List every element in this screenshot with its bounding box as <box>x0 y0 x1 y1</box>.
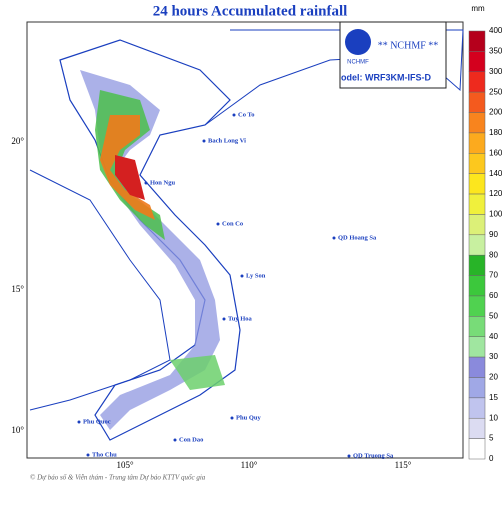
place-dot <box>222 317 226 321</box>
colorbar-label: 80 <box>489 250 498 259</box>
colorbar-swatch <box>468 112 486 134</box>
colorbar-label: 90 <box>489 230 498 239</box>
colorbar-swatch <box>468 336 486 358</box>
colorbar-label: 70 <box>489 271 498 280</box>
colorbar-unit: mm <box>471 4 485 13</box>
colorbar-label: 60 <box>489 291 498 300</box>
place-label: Con Dao <box>179 436 203 443</box>
colorbar-label: 30 <box>489 352 498 361</box>
colorbar-swatch <box>468 71 486 93</box>
colorbar-swatch <box>468 275 486 297</box>
colorbar-label: 250 <box>489 87 503 96</box>
y-tick-label: 15° <box>11 284 24 294</box>
place-label: Phu Quoc <box>83 418 111 425</box>
colorbar-swatch <box>468 234 486 256</box>
place-dot <box>144 181 148 185</box>
logo-badge: NCHMF <box>347 60 369 66</box>
logo-name: ** NCHMF ** <box>378 40 439 51</box>
colorbar-swatch <box>468 30 486 52</box>
place-dot <box>77 420 81 424</box>
x-tick-label: 110° <box>241 460 258 470</box>
place-dot <box>216 222 220 226</box>
colorbar-swatch <box>468 316 486 337</box>
place-dot <box>332 236 336 240</box>
rain-heavy <box>100 115 155 220</box>
colorbar-swatch <box>468 438 486 460</box>
place-dot <box>173 438 177 442</box>
colorbar-swatch <box>468 91 486 113</box>
place-label: Co To <box>238 111 254 118</box>
place-label: Tho Chu <box>92 451 117 458</box>
colorbar-swatch <box>468 193 486 215</box>
place-label: Bach Long Vi <box>208 137 246 144</box>
colorbar-label: 0 <box>489 454 494 463</box>
place-label: Ly Son <box>246 272 266 279</box>
border-lines <box>29 169 171 411</box>
colorbar-label: 140 <box>489 169 503 178</box>
colorbar-swatch <box>468 417 486 439</box>
colorbar-label: 180 <box>489 128 503 137</box>
place-dot <box>240 274 244 278</box>
colorbar-label: 400 <box>489 26 503 35</box>
logo-emblem <box>345 29 371 55</box>
place-dot <box>347 454 351 458</box>
place-label: Con Co <box>222 220 243 227</box>
y-tick-label: 10° <box>11 425 24 435</box>
place-label: Tuy Hoa <box>228 315 253 322</box>
colorbar-label: 200 <box>489 108 503 117</box>
colorbar-label: 350 <box>489 46 503 55</box>
title: 24 hours Accumulated rainfall <box>153 3 348 19</box>
x-tick-label: 105° <box>116 460 134 470</box>
colorbar-swatch <box>468 295 486 317</box>
colorbar-swatch <box>468 356 486 378</box>
rain-very-heavy <box>115 155 145 200</box>
colorbar-label: 15 <box>489 393 498 402</box>
colorbar-label: 10 <box>489 413 498 422</box>
colorbar-swatch <box>468 254 486 276</box>
model-label: odel: WRF3KM-IFS-D <box>341 72 431 82</box>
colorbar-swatch <box>468 397 486 419</box>
place-label: Hon Ngu <box>150 179 175 186</box>
colorbar-label: 100 <box>489 210 503 219</box>
place-dot <box>230 416 234 420</box>
place-label: Phu Quy <box>236 414 261 421</box>
place-dot <box>202 139 206 143</box>
colorbar-swatch <box>468 132 486 154</box>
place-label: QD Hoang Sa <box>338 234 377 241</box>
x-tick-label: 115° <box>395 460 412 470</box>
colorbar-label: 120 <box>489 189 503 198</box>
colorbar-label: 40 <box>489 332 498 341</box>
place-dot <box>232 113 236 117</box>
colorbar-label: 5 <box>489 434 494 443</box>
place-label: QD Truong Sa <box>353 452 394 459</box>
colorbar-swatch <box>468 173 486 195</box>
rain-south <box>170 355 225 390</box>
place-dot <box>86 453 90 457</box>
colorbar-label: 300 <box>489 67 503 76</box>
colorbar-swatch <box>468 214 486 236</box>
colorbar-label: 50 <box>489 311 498 320</box>
colorbar-swatch <box>468 377 486 399</box>
colorbar-swatch <box>468 153 486 174</box>
credit: © Dự báo số & Viễn thám - Trung tâm Dự b… <box>30 474 206 482</box>
colorbar-label: 160 <box>489 148 503 157</box>
colorbar-label: 20 <box>489 373 498 382</box>
colorbar-swatch <box>468 51 486 73</box>
y-tick-label: 20° <box>11 136 24 146</box>
